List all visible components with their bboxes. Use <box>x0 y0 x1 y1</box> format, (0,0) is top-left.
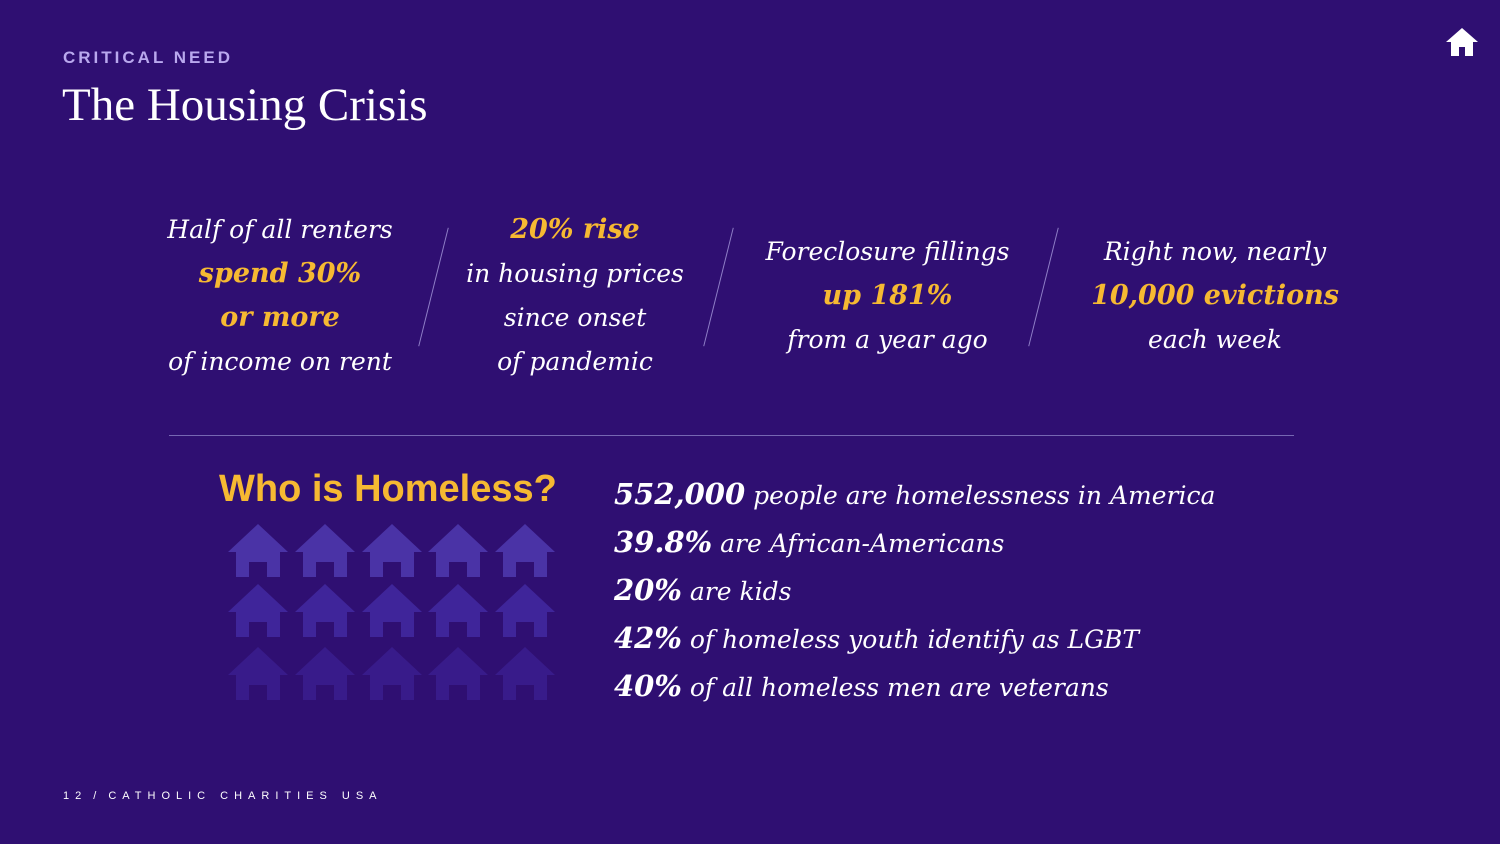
stat-highlight: up 181% <box>822 280 953 311</box>
house-icon <box>428 647 488 700</box>
stat-highlight: 20% rise <box>510 214 640 245</box>
house-icon <box>228 647 288 700</box>
house-icon <box>428 524 488 577</box>
house-icon <box>495 647 555 700</box>
stat-highlight: or more <box>220 302 340 333</box>
house-icon <box>495 524 555 577</box>
house-icon <box>228 584 288 637</box>
house-icon <box>295 584 355 637</box>
list-item: 20% are kids <box>614 568 1215 616</box>
fact-number: 552,000 <box>614 477 746 511</box>
stat-evictions: Right now, nearly 10,000 evictions each … <box>1060 230 1370 362</box>
fact-number: 42% <box>614 621 682 655</box>
stat-highlight: spend 30% <box>198 258 362 289</box>
stat-text: Half of all renters <box>167 215 393 244</box>
stat-text: each week <box>1148 325 1282 354</box>
fact-text: of homeless youth identify as LGBT <box>681 625 1140 654</box>
house-icon <box>295 524 355 577</box>
list-item: 42% of homeless youth identify as LGBT <box>614 616 1215 664</box>
stat-divider <box>418 227 449 347</box>
list-item: 552,000 people are homelessness in Ameri… <box>614 472 1215 520</box>
fact-text: are African-Americans <box>712 529 1005 558</box>
footer-separator: / <box>93 790 103 802</box>
fact-number: 20% <box>614 573 682 607</box>
page-title: The Housing Crisis <box>62 79 428 131</box>
stat-text: of income on rent <box>168 347 392 376</box>
house-icon <box>362 524 422 577</box>
stat-text: from a year ago <box>787 325 988 354</box>
list-item: 39.8% are African-Americans <box>614 520 1215 568</box>
footer: 12 / CATHOLIC CHARITIES USA <box>63 790 383 802</box>
houses-graphic <box>228 524 555 700</box>
stat-text: since onset <box>503 303 647 332</box>
house-icon <box>362 647 422 700</box>
house-icon <box>495 584 555 637</box>
fact-text: people are homelessness in America <box>745 481 1216 510</box>
home-button[interactable] <box>1444 26 1480 58</box>
stat-renters: Half of all renters spend 30% or more of… <box>150 208 410 384</box>
stat-text: in housing prices <box>466 259 684 288</box>
org-name: CATHOLIC CHARITIES USA <box>108 790 383 802</box>
home-icon <box>1446 28 1478 56</box>
section-eyebrow: CRITICAL NEED <box>63 48 233 67</box>
stat-divider <box>703 227 734 347</box>
fact-number: 40% <box>614 669 682 703</box>
fact-text: of all homeless men are veterans <box>681 673 1109 702</box>
fact-text: are kids <box>681 577 792 606</box>
stat-housing-prices: 20% rise in housing prices since onset o… <box>455 208 695 384</box>
section-divider <box>169 435 1294 436</box>
stat-highlight: 10,000 evictions <box>1091 280 1339 311</box>
house-icon <box>228 524 288 577</box>
who-is-homeless-heading: Who is Homeless? <box>219 468 557 510</box>
house-icon <box>362 584 422 637</box>
stat-divider <box>1028 227 1059 347</box>
list-item: 40% of all homeless men are veterans <box>614 664 1215 712</box>
homeless-facts-list: 552,000 people are homelessness in Ameri… <box>614 472 1215 712</box>
stat-text: of pandemic <box>497 347 653 376</box>
stat-text: Foreclosure fillings <box>765 237 1010 266</box>
house-icon <box>295 647 355 700</box>
page-number: 12 <box>63 790 88 802</box>
house-icon <box>428 584 488 637</box>
fact-number: 39.8% <box>614 525 713 559</box>
stat-foreclosure: Foreclosure fillings up 181% from a year… <box>750 230 1025 362</box>
stat-text: Right now, nearly <box>1103 237 1327 266</box>
